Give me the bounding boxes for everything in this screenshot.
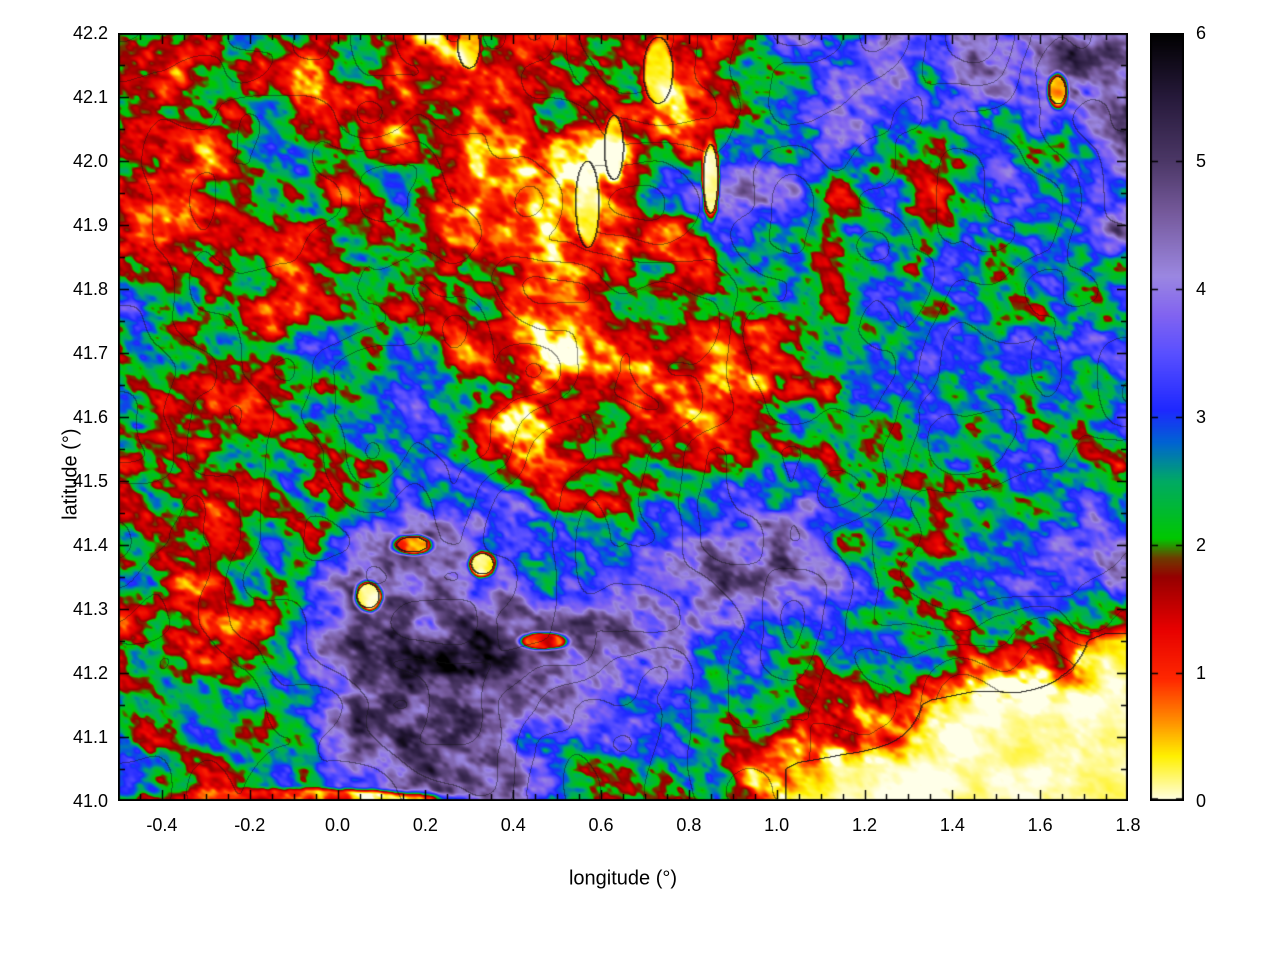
- colorbar-canvas: [1150, 33, 1184, 801]
- colorbar-tick-label: 6: [1196, 23, 1207, 43]
- y-tick-label: 41.8: [72, 279, 108, 299]
- x-tick-label: 1.8: [1115, 815, 1141, 835]
- x-axis-label: longitude (°): [568, 867, 678, 890]
- y-tick-label: 41.6: [72, 407, 108, 427]
- x-tick-label: 0.4: [500, 815, 526, 835]
- colorbar-tick-label: 3: [1196, 407, 1207, 427]
- colorbar-tick-label: 5: [1196, 151, 1207, 171]
- x-tick-label: 1.0: [764, 815, 790, 835]
- colorbar-tick-label: 1: [1196, 663, 1207, 683]
- y-tick-label: 41.4: [72, 535, 108, 555]
- x-tick-label: 1.2: [852, 815, 878, 835]
- x-tick-label: 0.8: [676, 815, 702, 835]
- x-tick-label: 0.0: [325, 815, 351, 835]
- colorbar-tick-label: 2: [1196, 535, 1207, 555]
- y-tick-label: 41.7: [72, 343, 108, 363]
- x-tick-label: 1.4: [939, 815, 965, 835]
- y-tick-label: 41.0: [72, 791, 108, 811]
- y-tick-label: 41.3: [72, 599, 108, 619]
- colorbar-tick-label: 0: [1196, 791, 1207, 811]
- x-tick-label: -0.2: [234, 815, 266, 835]
- y-tick-label: 41.9: [72, 215, 108, 235]
- x-tick-label: 0.2: [412, 815, 438, 835]
- y-tick-label: 42.2: [72, 23, 108, 43]
- y-tick-label: 41.1: [72, 727, 108, 747]
- heatmap-canvas: [118, 33, 1128, 801]
- y-tick-label: 42.0: [72, 151, 108, 171]
- y-tick-label: 41.2: [72, 663, 108, 683]
- x-tick-label: -0.4: [146, 815, 178, 835]
- y-tick-label: 42.1: [72, 87, 108, 107]
- y-tick-label: 41.5: [72, 471, 108, 491]
- colorbar-tick-label: 4: [1196, 279, 1207, 299]
- x-tick-label: 0.6: [588, 815, 614, 835]
- x-tick-label: 1.6: [1027, 815, 1053, 835]
